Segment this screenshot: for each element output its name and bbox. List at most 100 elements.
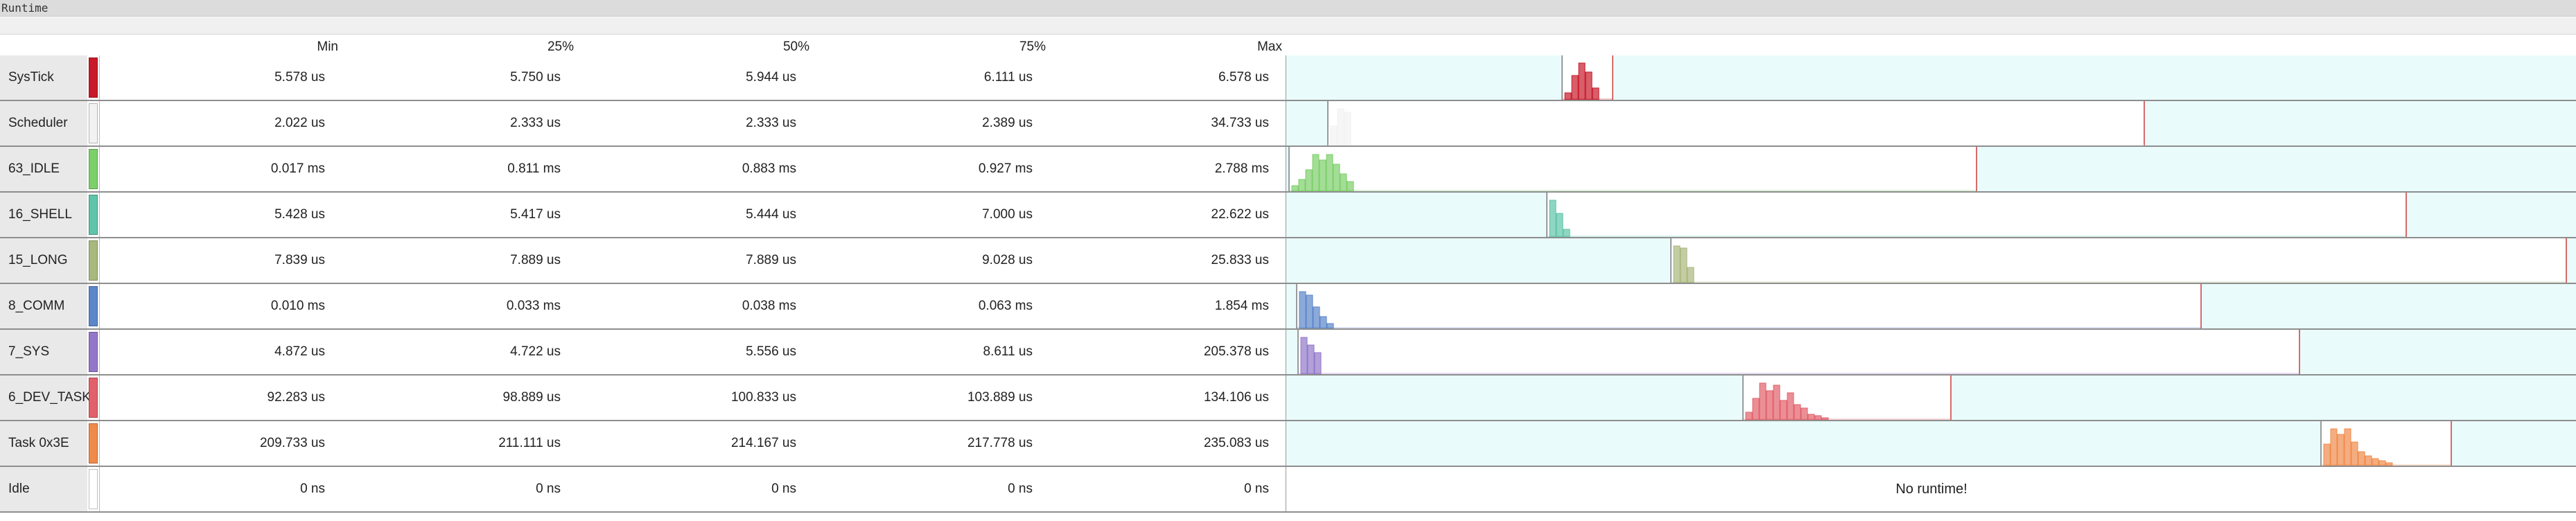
out-of-range-left: [1286, 421, 2321, 466]
distribution-plot[interactable]: [1286, 55, 2576, 100]
histogram-bar: [1773, 385, 1780, 420]
column-header-min[interactable]: Min: [317, 39, 338, 54]
distribution-plot[interactable]: [1286, 330, 2576, 374]
distribution-plot[interactable]: No runtime!: [1286, 467, 2576, 511]
histogram-bar: [1313, 306, 1320, 328]
stats-cell: 4.872 us 4.722 us 5.556 us 8.611 us 205.378 …: [99, 330, 1286, 374]
histogram-bar: [1787, 392, 1794, 420]
histogram-bar: [1592, 87, 1600, 100]
stat-max: 1.854 ms: [1214, 299, 1269, 313]
table-row[interactable]: 63_IDLE 0.017 ms 0.811 ms 0.883 ms 0.927 ms 2…: [0, 147, 2576, 193]
histogram-bar: [1312, 154, 1320, 191]
histogram-bar: [1291, 185, 1299, 191]
distribution-plot[interactable]: [1286, 376, 2576, 420]
histogram-bar: [1564, 92, 1572, 100]
histogram-bar: [2344, 428, 2351, 466]
table-row[interactable]: 8_COMM 0.010 ms 0.033 ms 0.038 ms 0.063 ms 1.…: [0, 284, 2576, 330]
table-row[interactable]: 7_SYS 4.872 us 4.722 us 5.556 us 8.611 us 205…: [0, 330, 2576, 376]
column-header-50[interactable]: 50%: [782, 39, 809, 54]
distribution-plot[interactable]: [1286, 421, 2576, 466]
task-color-swatch: [89, 195, 98, 235]
distribution-plot[interactable]: [1286, 147, 2576, 191]
column-header-max[interactable]: Max: [1257, 39, 1282, 54]
stat-p25: 2.333 us: [510, 116, 561, 130]
histogram-bar: [2385, 462, 2393, 466]
stats-cell: 0.010 ms 0.033 ms 0.038 ms 0.063 ms 1.854 ms: [99, 284, 1286, 328]
histogram-bar: [2358, 451, 2365, 466]
out-of-range-left: [1286, 147, 1289, 191]
stat-p25: 0.033 ms: [506, 299, 561, 313]
histogram-bar: [1556, 213, 1563, 237]
histogram-bar: [1563, 229, 1570, 237]
stat-p75: 103.889 us: [967, 390, 1033, 405]
histogram-bar: [1333, 164, 1340, 191]
distribution-plot[interactable]: [1286, 101, 2576, 145]
stat-max: 34.733 us: [1211, 116, 1269, 130]
stat-p50: 0 ns: [771, 482, 796, 496]
histogram-bar: [2323, 443, 2331, 466]
out-of-range-right: [1951, 376, 2576, 420]
histogram-bar: [1780, 400, 1787, 420]
task-color-swatch: [89, 332, 98, 372]
out-of-range-right: [2299, 330, 2576, 374]
task-color-swatch: [89, 469, 98, 509]
stat-p25: 211.111 us: [498, 436, 561, 450]
table-row[interactable]: Scheduler 2.022 us 2.333 us 2.333 us 2.389 u…: [0, 101, 2576, 147]
histogram-bar: [1821, 417, 1829, 420]
toolbar-strip: [0, 17, 2576, 35]
distribution-plot[interactable]: [1286, 238, 2576, 283]
stat-min: 92.283 us: [267, 390, 325, 405]
table-row[interactable]: SysTick 5.578 us 5.750 us 5.944 us 6.111 us 6…: [0, 55, 2576, 101]
table-row[interactable]: Task 0x3E 209.733 us 211.111 us 214.167 us 2…: [0, 421, 2576, 467]
out-of-range-left: [1286, 376, 1743, 420]
histogram-bar: [1298, 179, 1306, 191]
stat-min: 0 ns: [300, 482, 325, 496]
distribution-plot[interactable]: [1286, 284, 2576, 328]
stats-cell: 0.017 ms 0.811 ms 0.883 ms 0.927 ms 2.788 ms: [99, 147, 1286, 191]
table-row[interactable]: 6_DEV_TASK 92.283 us 98.889 us 100.833 us 10…: [0, 376, 2576, 421]
out-of-range-left: [1286, 284, 1297, 328]
histogram-svg: [1286, 147, 2576, 191]
task-name: Scheduler: [0, 101, 87, 145]
task-color-swatch: [89, 240, 98, 281]
task-color-swatch: [89, 103, 98, 143]
stats-cell: 2.022 us 2.333 us 2.333 us 2.389 us 34.733 u…: [99, 101, 1286, 145]
stat-max: 2.788 ms: [1214, 161, 1269, 176]
stat-p75: 9.028 us: [982, 253, 1033, 267]
stat-p75: 0.927 ms: [978, 161, 1033, 176]
histogram-bar: [1745, 412, 1753, 420]
stat-p75: 0 ns: [1008, 482, 1033, 496]
out-of-range-right: [2144, 101, 2576, 145]
stat-max: 0 ns: [1244, 482, 1269, 496]
table-row[interactable]: 16_SHELL 5.428 us 5.417 us 5.444 us 7.000 us…: [0, 193, 2576, 238]
histogram-bar: [2337, 434, 2345, 466]
stat-p25: 0.811 ms: [507, 161, 561, 176]
stat-p75: 8.611 us: [983, 344, 1033, 359]
table-row[interactable]: 15_LONG 7.839 us 7.889 us 7.889 us 9.028 us 2…: [0, 238, 2576, 284]
histogram-bar: [1305, 169, 1313, 191]
column-header-75[interactable]: 75%: [1019, 39, 1046, 54]
distribution-plot[interactable]: [1286, 193, 2576, 237]
histogram-bar: [1326, 323, 1334, 328]
task-color-swatch: [89, 58, 98, 98]
out-of-range-right: [1613, 55, 2576, 100]
histogram-bar: [1766, 390, 1773, 420]
stat-p75: 2.389 us: [982, 116, 1033, 130]
histogram-bar: [1300, 337, 1308, 374]
out-of-range-left: [1286, 101, 1328, 145]
histogram-bar: [1340, 173, 1347, 191]
out-of-range-left: [1286, 55, 1562, 100]
table-row[interactable]: Idle 0 ns 0 ns 0 ns 0 ns 0 ns No runtime!: [0, 467, 2576, 513]
histogram-bar: [1571, 75, 1579, 100]
stat-p25: 7.889 us: [510, 253, 561, 267]
stat-p25: 98.889 us: [502, 390, 561, 405]
histogram-bar: [1794, 404, 1801, 420]
stat-p75: 6.111 us: [983, 70, 1033, 85]
stats-cell: 92.283 us 98.889 us 100.833 us 103.889 us 13…: [99, 376, 1286, 420]
stat-p50: 0.038 ms: [742, 299, 796, 313]
stat-min: 209.733 us: [259, 436, 325, 450]
histogram-bar: [1585, 71, 1593, 100]
task-name: SysTick: [0, 55, 87, 100]
stat-p75: 7.000 us: [982, 207, 1033, 222]
column-header-25[interactable]: 25%: [547, 39, 574, 54]
